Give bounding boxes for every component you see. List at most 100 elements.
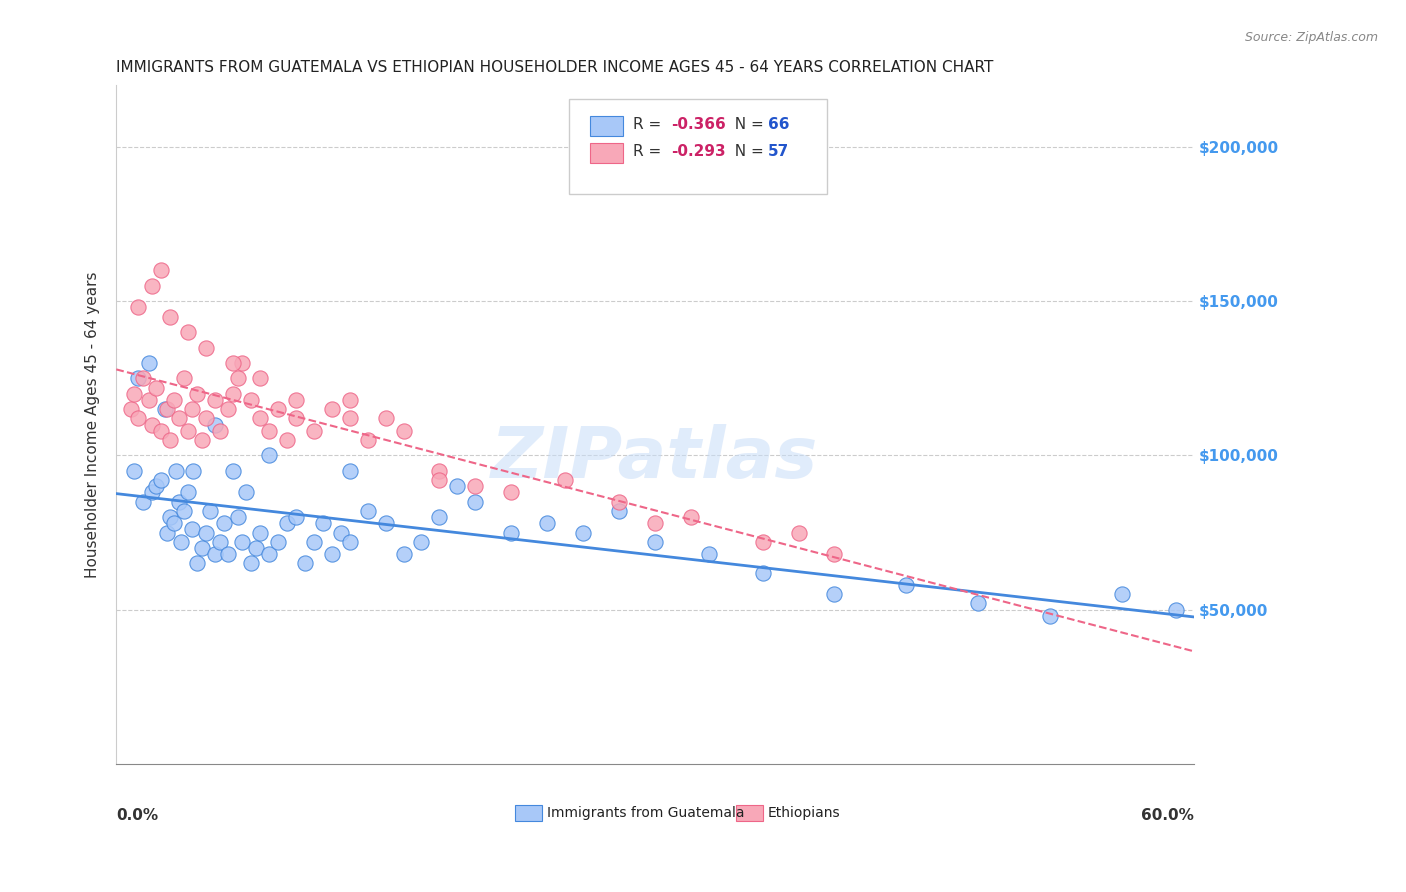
Point (554, 473, 576, 487)
Point (155, 525, 177, 540)
Point (163, 392, 186, 407)
Point (374, 516, 396, 531)
Point (429, 510, 451, 524)
Point (249, 411, 271, 425)
FancyBboxPatch shape (568, 99, 827, 194)
Point (392, 424, 415, 438)
Point (155, 402, 177, 417)
Point (751, 534, 773, 549)
Point (132, 371, 155, 385)
Point (267, 402, 290, 417)
Point (173, 371, 195, 385)
Point (239, 392, 262, 407)
Point (204, 392, 226, 407)
Point (1164, 602, 1187, 616)
FancyBboxPatch shape (591, 116, 623, 136)
Point (356, 504, 378, 518)
Point (191, 433, 214, 447)
Point (339, 464, 361, 478)
Text: 60.0%: 60.0% (1140, 808, 1194, 823)
Point (697, 547, 720, 561)
Point (536, 516, 558, 531)
Point (177, 325, 200, 339)
Point (411, 534, 433, 549)
Point (823, 547, 845, 561)
Point (321, 547, 343, 561)
FancyBboxPatch shape (735, 805, 762, 822)
Point (607, 504, 630, 518)
Point (183, 464, 205, 478)
Point (198, 504, 221, 518)
Point (501, 525, 523, 540)
Point (302, 534, 325, 549)
Point (170, 534, 193, 549)
Point (429, 464, 451, 478)
Point (195, 525, 218, 540)
Point (217, 402, 239, 417)
Point (1039, 608, 1062, 623)
Point (195, 341, 218, 355)
Point (787, 525, 810, 540)
Point (127, 411, 149, 425)
Point (209, 534, 232, 549)
Point (231, 534, 253, 549)
Point (141, 485, 163, 500)
Point (180, 402, 202, 417)
Point (153, 402, 176, 417)
Point (122, 387, 145, 401)
Point (204, 417, 226, 432)
Point (150, 424, 173, 438)
Point (302, 424, 325, 438)
Point (145, 381, 167, 395)
Point (356, 433, 378, 447)
Point (138, 392, 160, 407)
Point (127, 301, 149, 315)
Text: -0.366: -0.366 (671, 118, 725, 132)
Point (751, 566, 773, 580)
Point (276, 433, 298, 447)
Point (374, 411, 396, 425)
Point (329, 525, 352, 540)
Point (209, 424, 232, 438)
Point (284, 411, 307, 425)
Point (572, 525, 595, 540)
Point (294, 557, 316, 571)
Text: ZIPatlas: ZIPatlas (491, 424, 818, 493)
Point (464, 494, 486, 508)
Point (222, 464, 245, 478)
Point (150, 263, 173, 277)
Point (257, 547, 280, 561)
Point (217, 547, 239, 561)
Point (392, 547, 415, 561)
Point (249, 525, 271, 540)
Point (339, 534, 361, 549)
Point (228, 371, 250, 385)
Point (159, 310, 181, 324)
Point (644, 534, 666, 549)
Point (167, 494, 190, 508)
Point (186, 387, 208, 401)
Point (284, 510, 307, 524)
Point (284, 392, 307, 407)
Point (312, 516, 335, 531)
Point (446, 479, 468, 493)
Point (150, 473, 173, 487)
Point (180, 523, 202, 537)
Point (163, 516, 186, 531)
Point (138, 356, 160, 370)
Point (257, 449, 280, 463)
Text: N =: N = (725, 118, 769, 132)
Point (120, 402, 142, 417)
Point (222, 356, 245, 370)
Point (127, 371, 149, 385)
Point (896, 578, 918, 592)
Point (267, 534, 290, 549)
FancyBboxPatch shape (515, 805, 541, 822)
Point (644, 516, 666, 531)
Point (191, 541, 214, 555)
Point (173, 504, 195, 518)
Point (165, 464, 187, 478)
Point (186, 557, 208, 571)
Point (679, 510, 702, 524)
Point (159, 433, 181, 447)
